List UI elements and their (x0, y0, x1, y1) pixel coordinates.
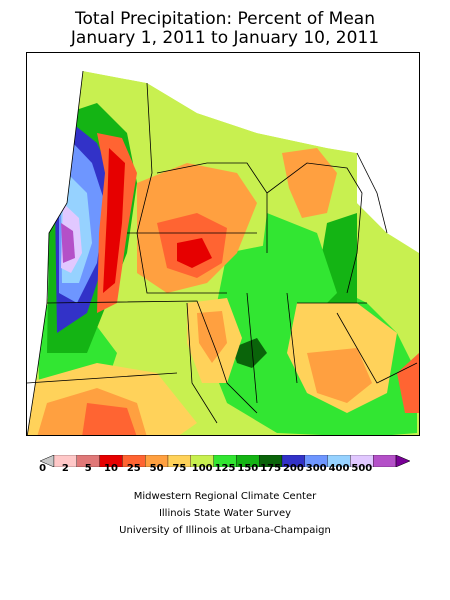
no-data-region (27, 53, 83, 435)
legend-tick-label: 100 (191, 463, 213, 474)
legend-tick-label: 200 (282, 463, 304, 474)
contour-50 (197, 311, 227, 363)
contour-500plus (61, 223, 75, 263)
contour-50 (307, 348, 372, 403)
credit-mrcc: Midwestern Regional Climate Center (133, 491, 317, 502)
contour-10 (177, 238, 212, 268)
legend-bar (39, 454, 411, 468)
precipitation-map (26, 52, 420, 436)
state-boundaries (27, 70, 418, 435)
contour-25 (397, 353, 419, 413)
legend-tick-label: 10 (104, 463, 118, 474)
map-title: Total Precipitation: Percent of Mean (75, 9, 375, 29)
legend-tick-label: 5 (84, 463, 92, 474)
legend-tick-label: 125 (214, 463, 236, 474)
legend-tick-label: 300 (305, 463, 327, 474)
contour-175 (232, 338, 267, 368)
contour-10 (103, 148, 125, 293)
legend-tick-label: 25 (126, 463, 141, 474)
legend-tick-label: 75 (172, 463, 187, 474)
legend-tick-label: 50 (149, 463, 164, 474)
no-data-region (83, 53, 419, 252)
contour-25 (82, 403, 137, 435)
legend-arrow-high (395, 454, 411, 468)
legend-tick-label: 500 (351, 463, 373, 474)
map-canvas (27, 53, 419, 435)
credit-isws: Illinois State Water Survey (158, 508, 292, 519)
contour-50 (282, 148, 337, 218)
legend-tick-label: 150 (237, 463, 259, 474)
credit-uiuc: University of Illinois at Urbana-Champai… (119, 525, 331, 536)
legend-tick-label: 0 (39, 463, 47, 474)
legend-tick-label: 2 (61, 463, 69, 474)
precip-contours (27, 71, 419, 435)
legend-tick-label: 175 (260, 463, 282, 474)
legend-labels: 0 2 5 10 25 50 75 100 125 150 175 200 300 400 500 (0, 463, 450, 477)
color-legend (39, 452, 411, 468)
legend-tick-label: 400 (328, 463, 350, 474)
map-date-range: January 1, 2011 to January 10, 2011 (70, 28, 380, 48)
contour-125 (262, 213, 337, 323)
